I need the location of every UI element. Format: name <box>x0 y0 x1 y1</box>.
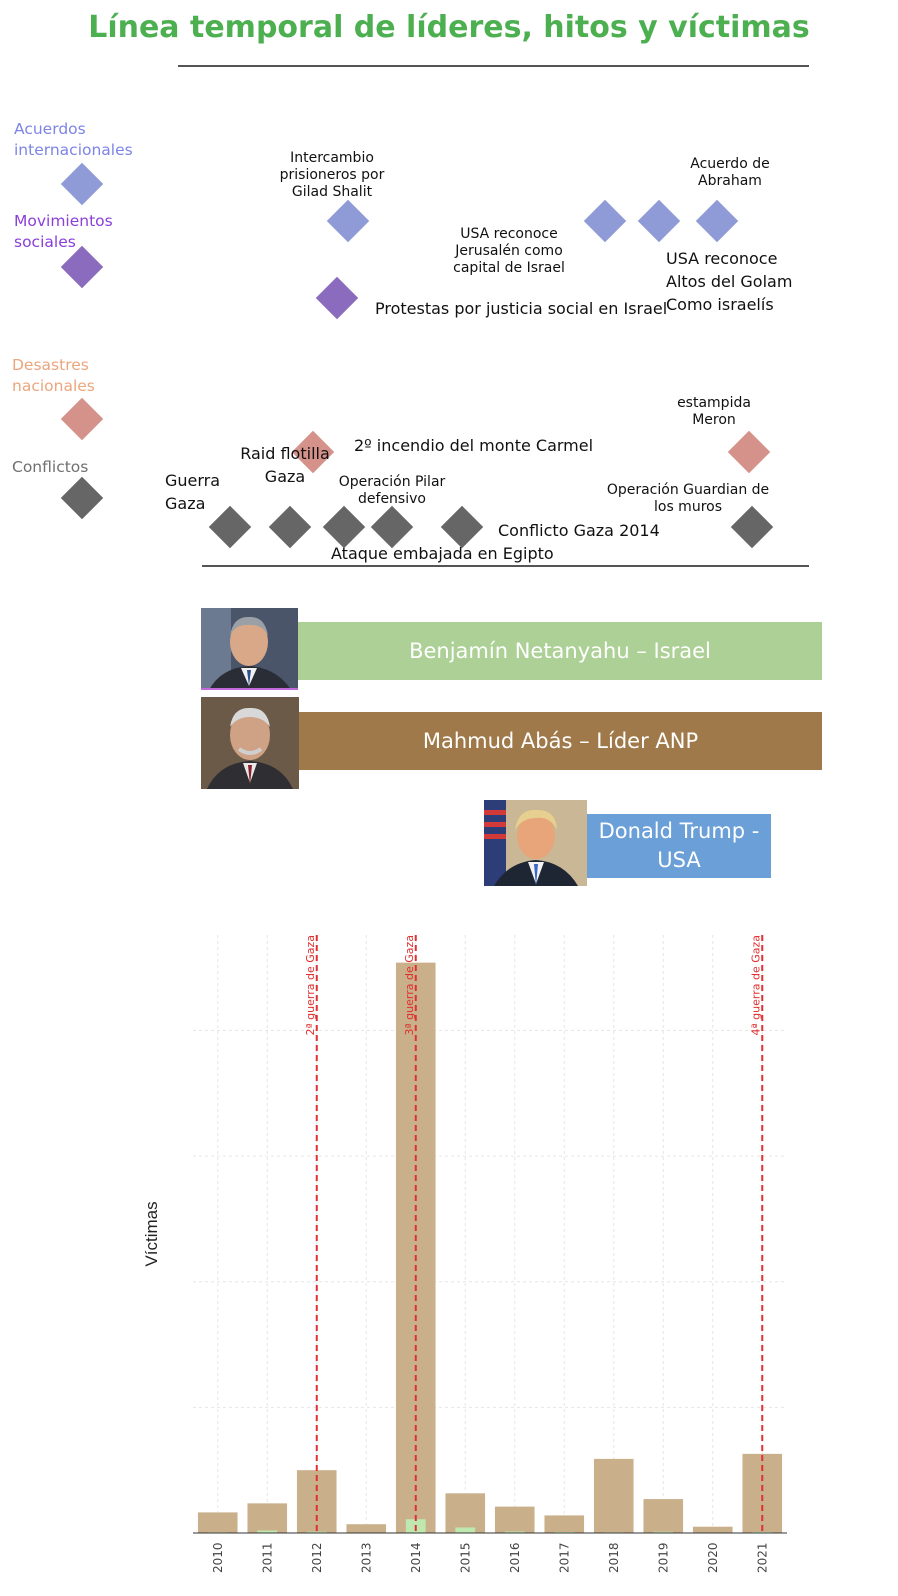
event-diamond-protestas <box>315 276 359 320</box>
x-tick-label: 2010 <box>211 1542 225 1573</box>
vline-label-2021: 4ª guerra de Gaza <box>749 935 762 1036</box>
abbas-photo <box>201 697 299 789</box>
event-label-guerra: Guerra Gaza <box>165 471 221 513</box>
event-diamond-meron <box>727 430 771 474</box>
bar-2010 <box>197 1512 238 1533</box>
event-label-jerusalen: USA reconoce Jerusalén como capital de I… <box>453 226 565 276</box>
event-label-shalit: Intercambio prisioneros por Gilad Shalit <box>279 150 385 200</box>
event-diamond-embajada <box>268 505 312 549</box>
event-label-carmel: 2º incendio del monte Carmel <box>354 436 594 455</box>
x-tick-label: 2011 <box>260 1542 274 1573</box>
bar-2016-s2 <box>504 1531 525 1533</box>
event-label-protestas: Protestas por justicia social en Israel <box>375 299 668 318</box>
bar-2017 <box>544 1515 585 1533</box>
event-label-embajada: Ataque embajada en Egipto <box>331 544 554 563</box>
x-tick-label: 2013 <box>359 1542 373 1573</box>
bar-2019 <box>643 1499 684 1533</box>
bar-2013 <box>346 1524 387 1533</box>
top-divider <box>178 65 809 67</box>
x-tick-label: 2018 <box>607 1542 621 1573</box>
event-label-gaza2014: Conflicto Gaza 2014 <box>498 521 660 540</box>
legend-diamond-conflictos <box>60 476 104 520</box>
x-tick-label: 2017 <box>557 1542 571 1573</box>
bottom-divider <box>202 565 809 567</box>
trump-photo <box>484 800 587 886</box>
bar-2019-s2 <box>653 1531 674 1533</box>
event-label-abraham: Acuerdo de Abraham <box>690 156 770 189</box>
event-label-meron: estampida Meron <box>677 395 751 428</box>
event-diamond-abraham <box>695 199 739 243</box>
bar-2011-s2 <box>257 1530 278 1533</box>
x-tick-label: 2019 <box>656 1542 670 1573</box>
leader-bar-trump: Donald Trump - USA <box>587 814 771 878</box>
legend-label-desastres: Desastres nacionales <box>12 356 95 395</box>
bar-2011 <box>247 1503 288 1533</box>
x-tick-label: 2020 <box>706 1542 720 1573</box>
legend-diamond-acuerdos <box>60 162 104 206</box>
x-tick-label: 2015 <box>458 1542 472 1573</box>
event-label-flotilla: Raid flotilla Gaza <box>240 444 330 486</box>
legend-label-conflictos: Conflictos <box>12 458 89 476</box>
legend-label-movimientos: Movimientos sociales <box>14 212 113 251</box>
legend-diamond-desastres <box>60 397 104 441</box>
bar-2015-s2 <box>455 1527 476 1533</box>
bar-2012-s2 <box>306 1531 327 1533</box>
event-label-guardian: Operación Guardian de los muros <box>606 482 770 515</box>
vline-label-2014: 3ª guerra de Gaza <box>403 935 416 1036</box>
bar-2018 <box>593 1458 634 1533</box>
event-label-golam: USA reconoce Altos del Golam Como israel… <box>666 249 793 314</box>
bar-2020 <box>692 1526 733 1533</box>
event-label-pilar: Operación Pilar defensivo <box>338 474 446 507</box>
x-tick-label: 2016 <box>508 1542 522 1573</box>
legend-label-acuerdos: Acuerdos internacionales <box>14 120 133 159</box>
x-tick-label: 2012 <box>310 1542 324 1573</box>
bar-2015 <box>445 1493 486 1533</box>
leader-bar-abbas: Mahmud Abás – Líder ANP <box>299 712 822 770</box>
bar-2016 <box>494 1506 535 1533</box>
vline-label-2012: 2ª guerra de Gaza <box>304 935 317 1036</box>
victims-chart: 2010 2011 2012 2013 2014 2015 2016 2017 2018 2019… <box>142 935 787 1573</box>
leader-bar-netanyahu: Benjamín Netanyahu – Israel <box>298 622 822 680</box>
event-diamond-jerusalen <box>583 199 627 243</box>
x-tick-label: 2014 <box>409 1542 423 1573</box>
bar-2021-s2 <box>752 1531 773 1533</box>
event-diamond-golam <box>637 199 681 243</box>
y-axis-label: Víctimas <box>142 1201 161 1266</box>
bar-2017-s2 <box>554 1531 575 1533</box>
event-diamond-shalit <box>326 199 370 243</box>
x-tick-label: 2021 <box>755 1542 769 1573</box>
page-title: Línea temporal de líderes, hitos y vícti… <box>88 10 810 45</box>
netanyahu-photo <box>201 608 298 690</box>
